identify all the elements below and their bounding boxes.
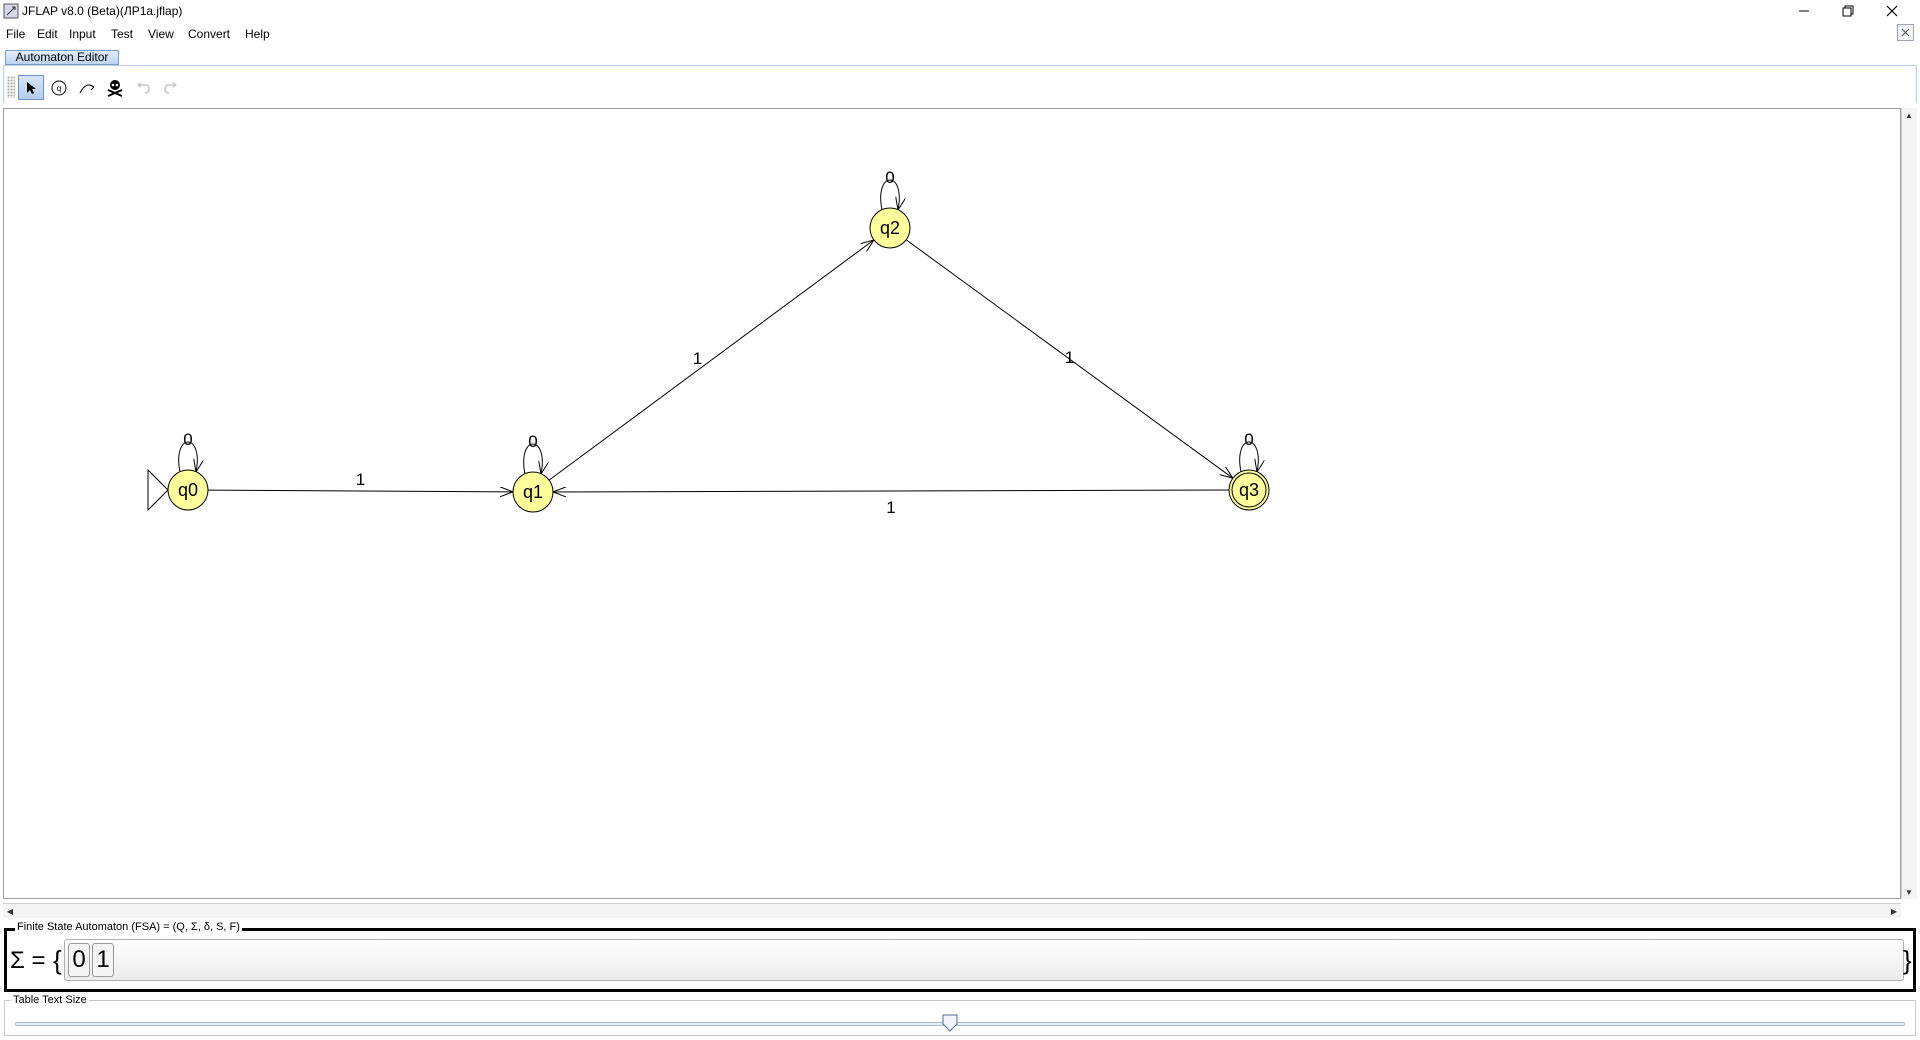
svg-text:q: q: [57, 84, 61, 93]
menu-convert[interactable]: Convert: [188, 27, 231, 41]
fsa-definition-panel: Finite State Automaton (FSA) = (Q, Σ, δ,…: [4, 921, 1916, 992]
transition-q2-q3[interactable]: [905, 239, 1233, 478]
minimize-icon: [1799, 10, 1809, 12]
transition-label[interactable]: 1: [693, 349, 702, 368]
menu-edit[interactable]: Edit: [37, 27, 58, 41]
state-q1[interactable]: [512, 471, 554, 513]
automaton-diagram[interactable]: 0 1 0 1 0 1 0 1 q0 q1 q2 q3: [4, 109, 1900, 898]
add-transition-icon: [79, 84, 95, 93]
transition-q3-q1[interactable]: [553, 490, 1230, 492]
slider-thumb-icon[interactable]: [942, 1014, 958, 1032]
self-loop-q1[interactable]: [523, 443, 543, 474]
alphabet-symbol[interactable]: 1: [92, 943, 114, 977]
table-text-size-label: Table Text Size: [11, 994, 89, 1006]
self-loop-q0[interactable]: [178, 441, 198, 472]
menu-file[interactable]: File: [6, 27, 26, 41]
sigma-label: Σ =: [10, 947, 46, 974]
state-q2[interactable]: [869, 207, 911, 249]
scroll-down-icon[interactable]: ▼: [1905, 887, 1913, 897]
brace-open: {: [53, 945, 62, 975]
transition-label[interactable]: 0: [885, 168, 894, 187]
delete-skull-icon: [107, 79, 123, 97]
fsa-definition-title: Finite State Automaton (FSA) = (Q, Σ, δ,…: [15, 921, 242, 933]
transition-label[interactable]: 1: [886, 498, 895, 517]
tab-automaton-editor[interactable]: Automaton Editor: [5, 50, 119, 65]
state-label: q1: [523, 482, 543, 502]
close-document-button[interactable]: [1897, 24, 1914, 41]
close-window-button[interactable]: [1870, 0, 1914, 22]
state-q3[interactable]: [1228, 469, 1270, 511]
state-label: q2: [880, 218, 900, 238]
minimize-button[interactable]: [1782, 0, 1826, 22]
redo-button[interactable]: [158, 75, 184, 100]
states-layer: q0 q1 q2 q3: [147, 207, 1270, 513]
self-loop-q2[interactable]: [880, 179, 900, 210]
horizontal-scrollbar[interactable]: ◀ ▶: [3, 903, 1901, 918]
state-label: q3: [1239, 480, 1259, 500]
scroll-up-icon[interactable]: ▲: [1905, 110, 1913, 120]
final-state-ring: [1231, 472, 1267, 508]
transition-label[interactable]: 1: [356, 470, 365, 489]
toolbar-grip[interactable]: [7, 76, 15, 98]
delete-tool-button[interactable]: [102, 75, 128, 100]
text-size-slider[interactable]: [15, 1022, 1905, 1026]
vertical-scrollbar[interactable]: ▲ ▼: [1901, 108, 1917, 899]
transition-label[interactable]: 1: [1065, 348, 1074, 367]
restore-button[interactable]: [1826, 0, 1870, 22]
transition-label[interactable]: 0: [183, 430, 192, 449]
table-text-size-panel: Table Text Size: [4, 994, 1916, 1036]
transition-tool-button[interactable]: [74, 75, 100, 100]
menu-bar: File Edit Input Test View Convert Help: [0, 24, 1920, 44]
editor-tab-panel: [3, 65, 1917, 103]
redo-icon: [164, 81, 177, 94]
menu-help[interactable]: Help: [245, 27, 270, 41]
menu-test[interactable]: Test: [111, 27, 134, 41]
menu-view[interactable]: View: [148, 27, 174, 41]
undo-button[interactable]: [130, 75, 156, 100]
transitions-layer: 0 1 0 1 0 1 0 1: [178, 168, 1259, 517]
self-loop-q3[interactable]: [1239, 441, 1259, 472]
scroll-left-icon[interactable]: ◀: [6, 906, 14, 916]
close-icon: [1886, 5, 1898, 17]
state-label: q0: [178, 480, 198, 500]
automaton-canvas[interactable]: 0 1 0 1 0 1 0 1 q0 q1 q2 q3: [3, 108, 1901, 899]
toolbar: q: [4, 72, 1916, 104]
state-tool-button[interactable]: q: [46, 75, 72, 100]
scroll-right-icon[interactable]: ▶: [1890, 906, 1898, 916]
alphabet-field[interactable]: 0 1: [64, 939, 1904, 981]
jflap-app-icon: [3, 3, 19, 19]
transition-label[interactable]: 0: [1244, 430, 1253, 449]
alphabet-symbol[interactable]: 0: [68, 943, 90, 977]
restore-icon: [1842, 5, 1854, 17]
initial-state-marker: [147, 468, 169, 512]
transition-q0-q1[interactable]: [207, 490, 513, 492]
undo-icon: [137, 81, 150, 94]
close-icon: [1901, 28, 1910, 37]
state-q0[interactable]: [167, 469, 209, 511]
transition-q1-q2[interactable]: [548, 240, 874, 481]
select-tool-button[interactable]: [18, 75, 44, 100]
title-bar: JFLAP v8.0 (Beta)(ЛР1a.jflap): [0, 0, 1920, 22]
menu-input[interactable]: Input: [69, 27, 96, 41]
arrow-select-icon: [27, 81, 36, 94]
window-title: JFLAP v8.0 (Beta)(ЛР1a.jflap): [22, 4, 183, 18]
transition-label[interactable]: 0: [528, 432, 537, 451]
brace-close: }: [1903, 945, 1912, 975]
add-state-icon: q: [51, 80, 67, 95]
